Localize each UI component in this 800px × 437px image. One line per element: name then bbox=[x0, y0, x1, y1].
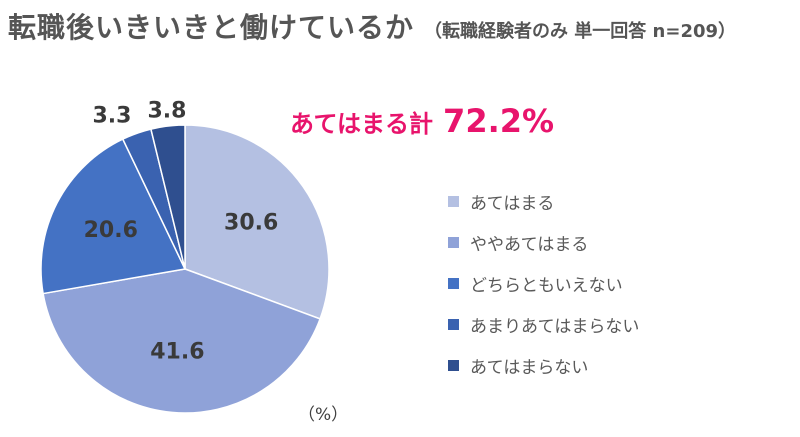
legend-swatch-1 bbox=[448, 196, 459, 207]
pie-slices bbox=[40, 124, 330, 414]
legend-label-3: どちらともいえない bbox=[470, 276, 623, 296]
pie-slice-label-4: 3.3 bbox=[93, 104, 132, 129]
legend-item-4: あまりあてはまらない bbox=[448, 304, 639, 345]
chart-title: 転職後いきいきと働けているか （転職経験者のみ 単一回答 n=209） bbox=[8, 6, 736, 46]
legend-label-5: あてはまらない bbox=[470, 358, 589, 378]
legend-item-1: あてはまる bbox=[448, 181, 639, 222]
legend-swatch-3 bbox=[448, 278, 459, 289]
total-callout: あてはまる計 72.2% bbox=[290, 102, 554, 140]
chart-title-sub: （転職経験者のみ 単一回答 n=209） bbox=[424, 21, 737, 42]
unit-label: （%） bbox=[298, 405, 349, 425]
legend-item-5: あてはまらない bbox=[448, 345, 639, 386]
pie-slice-3 bbox=[40, 138, 187, 295]
legend-swatch-5 bbox=[448, 360, 459, 371]
chart-title-main: 転職後いきいきと働けているか bbox=[8, 11, 415, 44]
pie-slice-1 bbox=[184, 124, 330, 320]
legend-item-2: ややあてはまる bbox=[448, 222, 639, 263]
pie-slice-labels: 30.6 41.6 20.6 3.3 3.8 bbox=[84, 99, 279, 365]
pie-slice-label-1: 30.6 bbox=[224, 210, 278, 235]
legend-label-4: あまりあてはまらない bbox=[470, 317, 640, 337]
pie-slice-2 bbox=[42, 268, 322, 414]
pie-slice-label-5: 3.8 bbox=[148, 99, 187, 124]
pie-slice-label-2: 41.6 bbox=[150, 340, 204, 365]
legend-item-3: どちらともいえない bbox=[448, 263, 639, 304]
legend-swatch-2 bbox=[448, 237, 459, 248]
total-callout-value: 72.2% bbox=[443, 102, 555, 140]
total-callout-label: あてはまる計 bbox=[290, 110, 434, 138]
pie-slice-5 bbox=[150, 124, 186, 270]
legend-label-2: ややあてはまる bbox=[470, 235, 589, 255]
legend-label-1: あてはまる bbox=[470, 194, 555, 214]
pie-slice-label-3: 20.6 bbox=[84, 218, 138, 243]
legend-swatch-4 bbox=[448, 319, 459, 330]
chart-legend: あてはまるややあてはまるどちらともいえない あまりあてはまらない あてはまらない bbox=[448, 181, 639, 386]
